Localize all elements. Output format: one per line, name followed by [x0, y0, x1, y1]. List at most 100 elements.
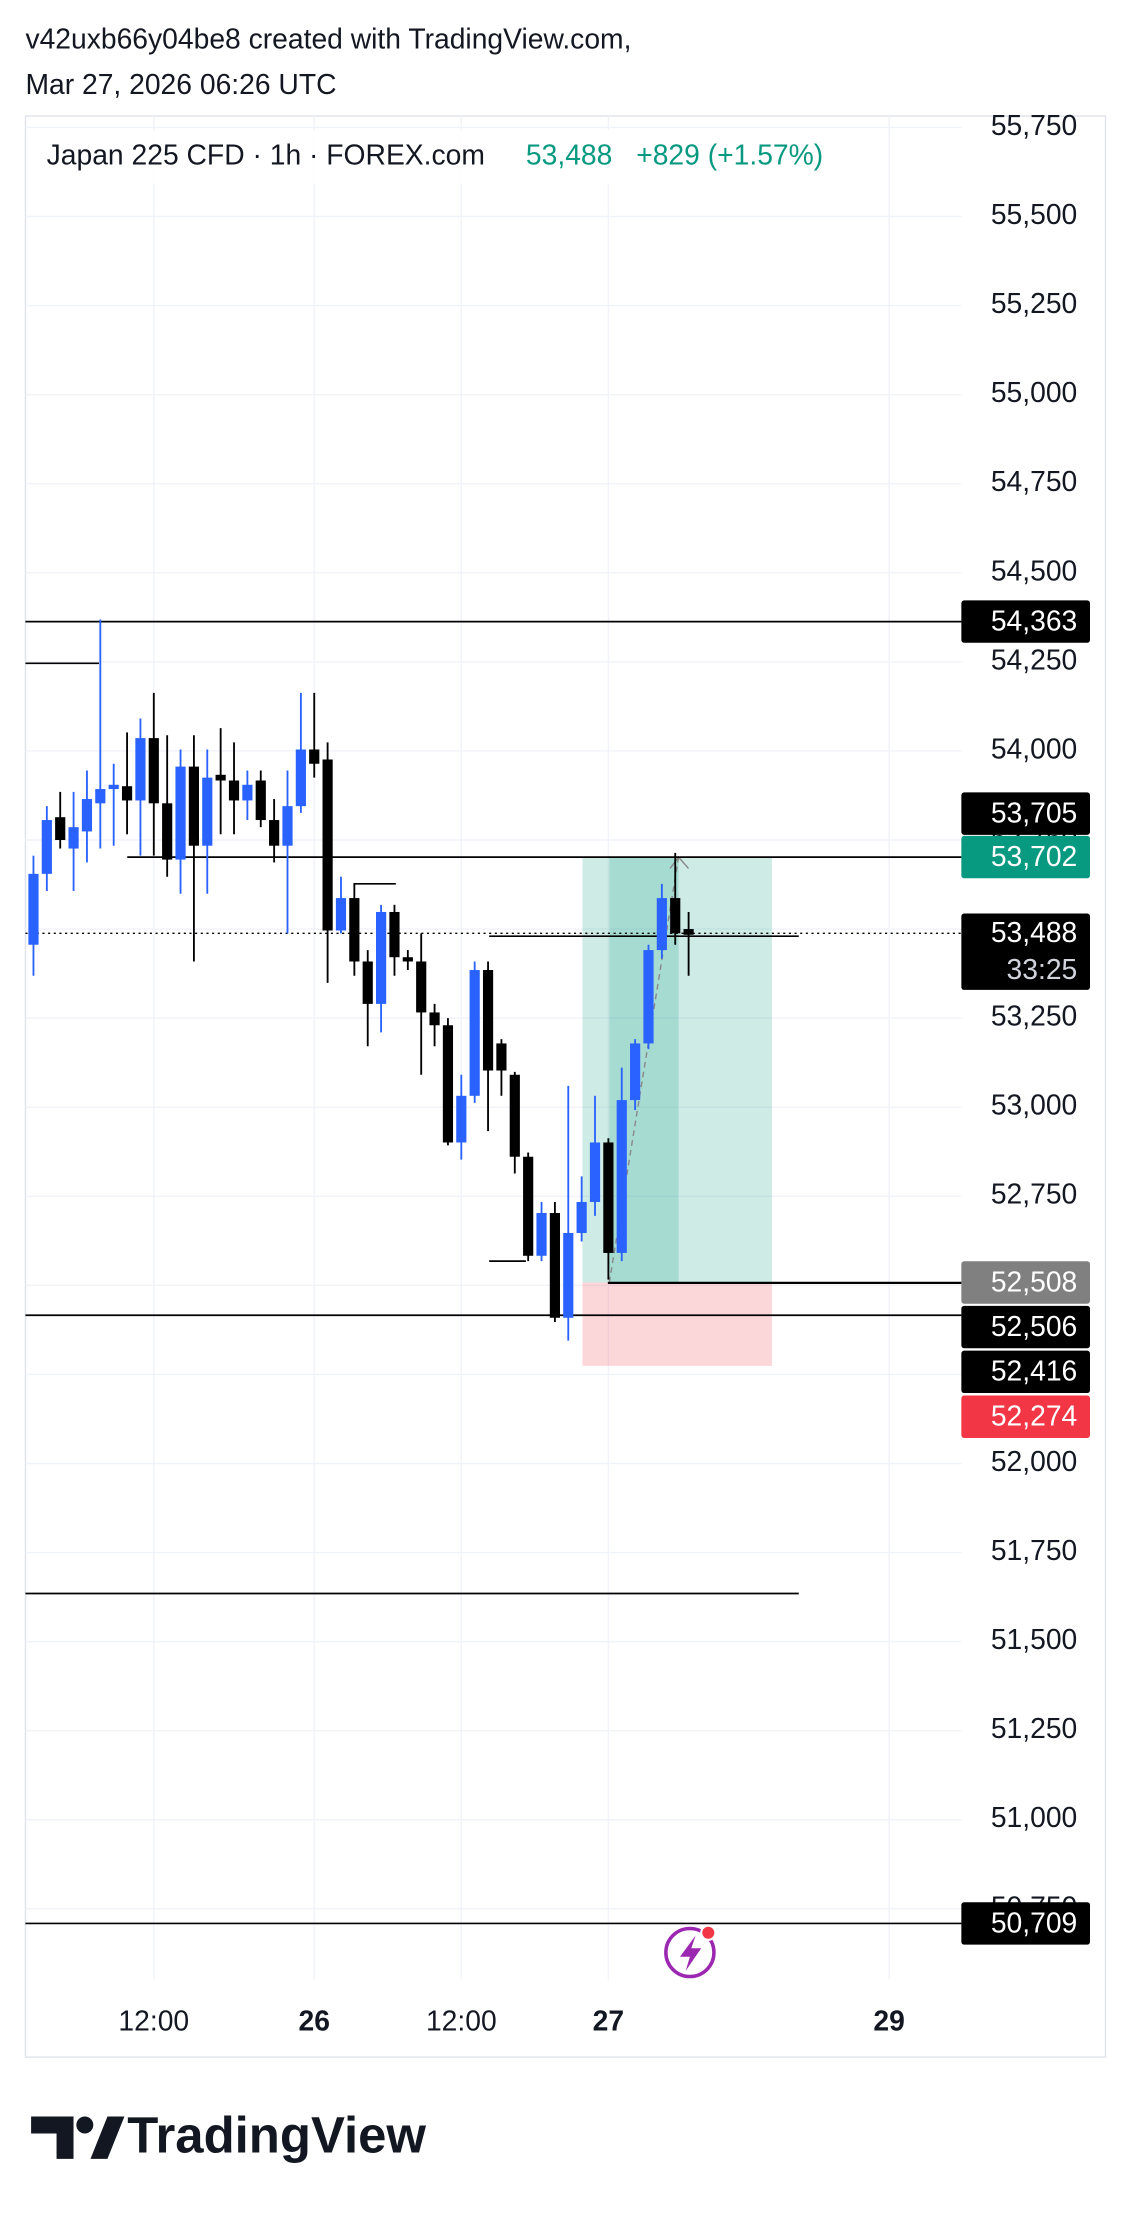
price-label-bg: [961, 600, 1091, 643]
candle-body: [242, 784, 253, 801]
y-tick-label: 55,000: [991, 376, 1077, 408]
candle-body: [630, 1043, 641, 1101]
price-label-bg: [961, 1350, 1091, 1394]
candle-body: [188, 766, 199, 846]
x-tick-label: 26: [299, 2005, 330, 2037]
candle-body: [376, 911, 387, 1004]
y-tick-label: 53,000: [991, 1089, 1077, 1121]
candle-body: [416, 961, 427, 1013]
y-tick-label: 55,250: [991, 287, 1077, 319]
y-tick-label: 53,250: [991, 1000, 1077, 1032]
candle-body: [81, 799, 93, 832]
candle-body: [603, 1142, 614, 1253]
candle-body: [563, 1232, 574, 1318]
candle-body: [95, 789, 106, 804]
candle-body: [41, 820, 52, 874]
legend-change: +829 (+1.57%): [636, 139, 823, 171]
price-label-bg: [961, 792, 1091, 835]
y-tick-label: 51,250: [991, 1712, 1077, 1744]
price-label-bg: [961, 835, 1091, 879]
price-label-bg: [961, 1395, 1091, 1438]
candle-body: [429, 1012, 440, 1026]
candle-body: [121, 786, 133, 801]
y-tick-label: 55,500: [991, 198, 1077, 230]
price-label-bg: [961, 1261, 1091, 1304]
brand-name: TradingView: [127, 2107, 426, 2164]
y-tick-label: 54,000: [991, 732, 1077, 764]
y-tick-label: 54,500: [991, 554, 1077, 586]
candle-body: [255, 780, 266, 821]
y-tick-label: 52,750: [991, 1178, 1077, 1210]
candle-body: [402, 957, 413, 962]
candle-body: [228, 780, 240, 801]
price-label: 50,709: [991, 1906, 1077, 1938]
last-price-bg: [961, 913, 1091, 990]
candle-body: [482, 970, 494, 1071]
candle-body: [269, 820, 280, 846]
candle-body: [362, 961, 373, 1004]
candle-body: [643, 950, 654, 1044]
candle-body: [215, 774, 226, 781]
y-tick-label: 55,750: [991, 109, 1077, 141]
candle-body: [148, 738, 159, 804]
price-label: 53,705: [991, 797, 1077, 829]
flash-icon: [664, 1924, 717, 1979]
header-line1: v42uxb66y04be8 created with TradingView.…: [25, 23, 631, 55]
y-tick-label: 51,500: [991, 1623, 1077, 1655]
candle-body: [202, 777, 213, 846]
candles: [28, 619, 694, 1341]
candle-body: [536, 1213, 547, 1256]
x-tick-label: 29: [873, 2005, 904, 2037]
x-tick-label: 12:00: [118, 2005, 189, 2037]
candle-body: [282, 806, 293, 846]
chart-frame: [24, 115, 1107, 2058]
price-label: 54,363: [991, 604, 1077, 636]
candle-body: [55, 817, 66, 840]
price-label: 52,506: [991, 1310, 1077, 1342]
candle-body: [175, 766, 186, 860]
candle-body: [68, 827, 79, 849]
candle-body: [442, 1025, 454, 1143]
price-label: 52,416: [991, 1355, 1077, 1387]
candle-body: [456, 1095, 467, 1143]
brand-logo: [31, 2116, 125, 2159]
candle-body: [295, 749, 306, 807]
candle-body: [589, 1142, 601, 1202]
y-tick-label: 52,000: [991, 1445, 1077, 1477]
price-label: 53,702: [991, 840, 1077, 872]
x-tick-label: 27: [593, 2005, 624, 2037]
grid: [25, 116, 962, 1980]
candle-body: [656, 898, 667, 951]
price-label: 52,274: [991, 1400, 1077, 1432]
x-tick-label: 12:00: [426, 2005, 497, 2037]
countdown: 33:25: [1007, 953, 1078, 985]
candle-body: [349, 898, 360, 962]
y-tick-label: 51,000: [991, 1801, 1077, 1833]
candle-body: [335, 898, 347, 931]
price-label-bg: [961, 1902, 1091, 1945]
candle-body: [28, 873, 39, 945]
last-price-label: 53,488: [991, 916, 1077, 948]
stop-zone: [582, 1282, 772, 1366]
candle-body: [616, 1100, 627, 1253]
candle-body: [509, 1074, 520, 1157]
candle-body: [496, 1043, 507, 1071]
price-label: 52,508: [991, 1265, 1077, 1297]
legend-title: Japan 225 CFD · 1h · FOREX.com: [47, 139, 485, 171]
candle-body: [135, 738, 146, 801]
candle-body: [683, 929, 694, 935]
candle-body: [670, 898, 681, 934]
legend-bg: [31, 130, 852, 184]
legend-price: 53,488: [526, 139, 612, 171]
candle-body: [322, 759, 333, 931]
candle-body: [576, 1201, 587, 1233]
candle-body: [108, 784, 119, 790]
candle-body: [469, 970, 480, 1096]
candle-body: [162, 803, 173, 860]
y-tick-label: 51,750: [991, 1534, 1077, 1566]
candle-body: [389, 911, 400, 958]
candle-body: [549, 1213, 560, 1318]
y-tick-label: 54,250: [991, 643, 1077, 675]
